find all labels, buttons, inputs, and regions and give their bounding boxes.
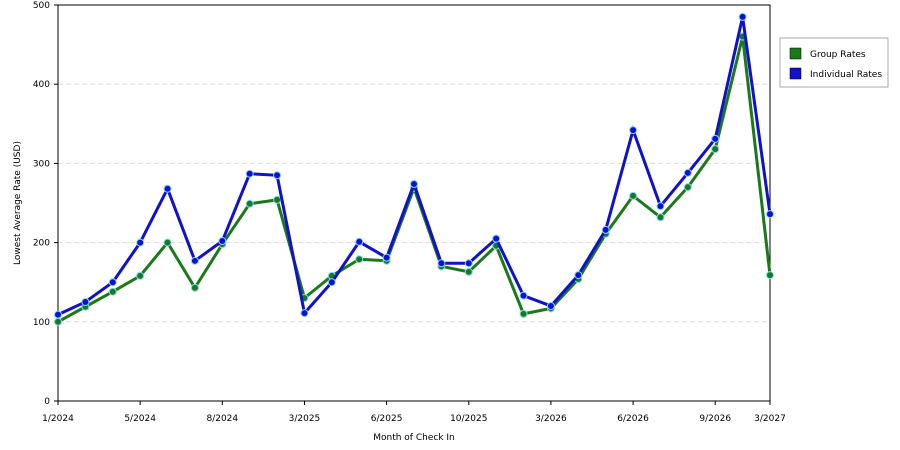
point-marker <box>464 259 473 268</box>
point-marker <box>190 283 199 292</box>
x-tick-label: 3/2026 <box>535 414 567 424</box>
x-tick-label: 10/2025 <box>450 414 487 424</box>
legend-swatch <box>789 67 802 80</box>
point-marker <box>163 238 172 247</box>
x-tick-label: 9/2026 <box>699 414 731 424</box>
point-marker <box>683 183 692 192</box>
x-tick-label: 8/2024 <box>206 414 238 424</box>
point-marker <box>54 317 62 326</box>
point-marker <box>410 179 418 188</box>
point-marker <box>711 134 720 143</box>
point-marker <box>54 310 62 319</box>
point-marker <box>327 278 336 287</box>
x-tick-label: 3/2027 <box>754 414 786 424</box>
x-tick-label: 1/2024 <box>42 414 74 424</box>
y-tick-label: 200 <box>33 239 50 249</box>
legend-label: Group Rates <box>810 50 866 60</box>
point-marker <box>218 237 227 246</box>
point-marker <box>546 301 555 310</box>
point-marker <box>492 234 501 243</box>
plot-frame <box>57 4 771 402</box>
point-marker <box>108 278 117 287</box>
x-tick-label: 3/2025 <box>289 414 321 424</box>
point-marker <box>601 225 610 234</box>
point-marker <box>163 184 172 193</box>
x-axis-label: Month of Check In <box>373 433 455 443</box>
point-marker <box>711 145 720 154</box>
point-marker <box>656 202 665 211</box>
point-marker <box>300 309 309 318</box>
point-marker <box>574 271 583 280</box>
point-marker <box>355 255 364 264</box>
point-marker <box>81 298 90 306</box>
point-marker <box>190 256 199 265</box>
y-tick-label: 400 <box>33 80 50 90</box>
series-line <box>57 16 772 317</box>
y-axis-label: Lowest Average Rate (USD) <box>13 141 23 265</box>
y-tick-label: 300 <box>33 159 50 169</box>
point-marker <box>273 195 282 204</box>
point-marker <box>519 309 528 318</box>
y-tick-label: 100 <box>33 318 50 328</box>
x-tick-label: 6/2025 <box>371 414 403 424</box>
point-marker <box>245 199 254 208</box>
point-marker <box>629 126 638 135</box>
point-marker <box>437 259 446 268</box>
y-tick-label: 500 <box>33 1 50 11</box>
point-marker <box>766 271 774 280</box>
point-marker <box>464 267 473 276</box>
point-marker <box>245 169 254 178</box>
point-marker <box>656 213 665 222</box>
point-marker <box>683 168 692 177</box>
point-marker <box>273 171 282 180</box>
y-tick-label: 0 <box>44 397 50 407</box>
legend-swatch <box>789 47 802 60</box>
point-marker <box>136 271 145 280</box>
point-marker <box>136 238 145 247</box>
point-marker <box>382 253 391 262</box>
point-marker <box>629 191 638 200</box>
legend-label: Individual Rates <box>810 70 882 80</box>
point-marker <box>738 12 747 21</box>
x-tick-label: 5/2024 <box>124 414 156 424</box>
point-marker <box>519 291 528 300</box>
series-line <box>57 36 772 324</box>
point-marker <box>108 287 117 296</box>
point-marker <box>766 210 774 219</box>
x-tick-label: 6/2026 <box>617 414 649 424</box>
point-marker <box>355 237 364 246</box>
